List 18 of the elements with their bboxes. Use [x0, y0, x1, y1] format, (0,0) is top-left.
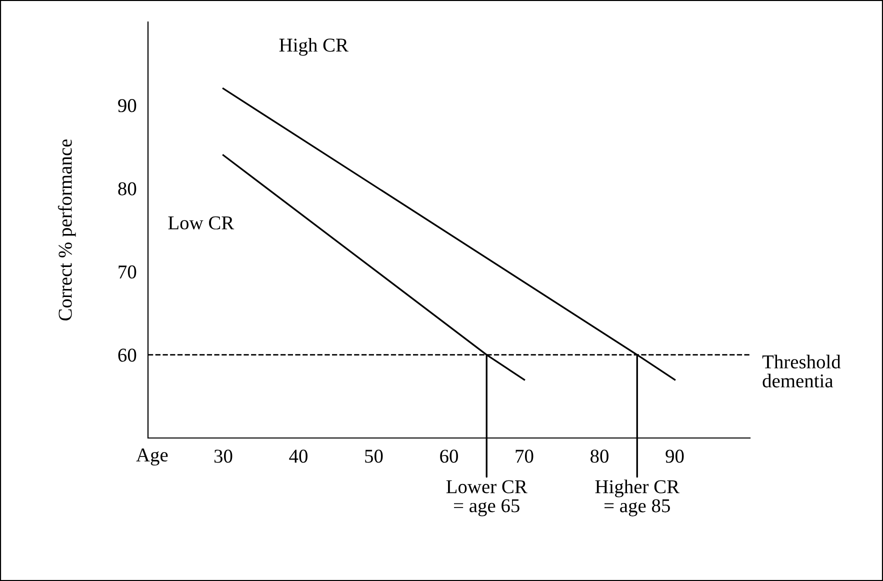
ref-line-label: Threshold dementia — [762, 354, 841, 388]
x-tick-label: 40 — [289, 450, 308, 463]
annotation: Higher CR = age 85 — [595, 480, 680, 516]
text: High CR — [279, 38, 348, 56]
annotation: Lower CR = age 65 — [446, 480, 528, 516]
x-tick-label: 30 — [214, 450, 232, 463]
y-tick-label: 90 — [118, 99, 136, 112]
x-tick-label: 90 — [666, 450, 684, 463]
x-tick-label: 60 — [440, 450, 458, 463]
y-tick-label: 60 — [118, 348, 136, 362]
x-axis-title: Age — [136, 448, 168, 466]
x-tick-label: 70 — [516, 450, 534, 463]
y-tick-label: 80 — [118, 182, 136, 196]
text: Low CR — [168, 216, 234, 230]
y-axis-title: Correct % performance — [58, 139, 76, 320]
x-tick-label: 80 — [590, 450, 608, 463]
x-tick-label: 50 — [365, 450, 383, 463]
y-tick-label: 70 — [118, 265, 136, 279]
